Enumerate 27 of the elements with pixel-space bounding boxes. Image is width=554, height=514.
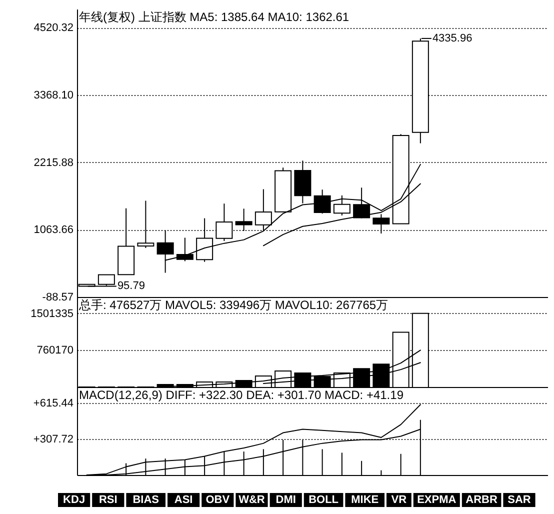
category-label: SAR: [508, 494, 531, 506]
y-tick-label: -88.57: [42, 292, 74, 304]
chart-title: 年线(复权) 上证指数 MA5: 1385.64 MA10: 1362.61: [79, 10, 350, 24]
category-label: W&R: [238, 494, 265, 506]
text: 95.79: [117, 280, 145, 292]
category-label: ASI: [174, 494, 193, 506]
y-tick-label: 1063.66: [34, 224, 74, 236]
chart-title: MACD(12,26,9) DIFF: +322.30 DEA: +301.70 MACD: +41.19: [79, 388, 404, 402]
y-tick-label: +307.72: [33, 433, 74, 446]
y-tick-label: 2215.88: [34, 156, 74, 169]
category-label: ARBR: [466, 494, 498, 506]
category-label: DMI: [276, 494, 296, 506]
category-label: KDJ: [63, 494, 86, 506]
y-tick-label: 1501335: [30, 308, 74, 320]
y-tick-label: +615.44: [33, 397, 74, 410]
chart-title: 总手: 476527万 MAVOL5: 339496万 MAVOL10: 267765万: [78, 298, 388, 312]
category-label: RSI: [98, 494, 118, 506]
text: 4335.96: [432, 32, 472, 44]
y-tick-label: 760170: [36, 344, 74, 357]
category-label: BOLL: [308, 494, 339, 506]
category-label: BIAS: [132, 494, 159, 506]
y-tick-label: 3368.10: [34, 90, 74, 102]
category-label: OBV: [206, 494, 230, 506]
category-label: MIKE: [351, 494, 379, 506]
category-label: EXPMA: [417, 494, 456, 506]
category-label: VR: [391, 494, 407, 506]
y-tick-label: 4520.32: [34, 22, 74, 34]
